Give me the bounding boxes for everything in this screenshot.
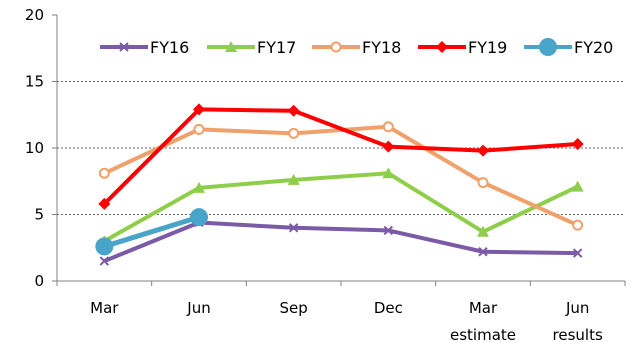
data-point (99, 256, 110, 266)
legend-label: FY17 (257, 38, 296, 57)
x-tick-label: Jun (186, 299, 210, 317)
series-fy19 (98, 103, 584, 210)
series-line (102, 107, 578, 206)
series-line (103, 220, 578, 263)
series-line (103, 171, 579, 243)
data-point (382, 140, 395, 153)
x-tick-label: Dec (374, 299, 403, 317)
data-point (382, 167, 395, 179)
x-tick-label: estimate (450, 326, 516, 342)
data-point (193, 123, 205, 135)
legend-swatch-marker (436, 41, 448, 53)
data-point (478, 247, 488, 257)
legend-label: FY18 (362, 38, 401, 57)
legend-swatch-marker (119, 42, 129, 52)
x-tick-label: results (553, 326, 603, 342)
data-point (572, 248, 583, 258)
legend-item-fy16: FY16 (100, 38, 189, 57)
data-point (190, 208, 208, 227)
legend-item-fy20: FY20 (524, 38, 613, 57)
legend-label: FY19 (468, 38, 507, 57)
data-point (287, 173, 300, 185)
legend-label: FY16 (150, 38, 189, 57)
y-tick-label: 15 (25, 73, 44, 91)
data-point (288, 223, 299, 233)
data-point (98, 197, 111, 210)
data-point (193, 103, 205, 116)
y-tick-label: 0 (34, 272, 44, 290)
legend: FY16 FY17 FY18 FY19 FY20 (100, 38, 613, 57)
data-point (98, 167, 110, 179)
x-tick-label: Mar (469, 299, 498, 317)
data-point (477, 177, 489, 189)
y-tick-label: 5 (34, 206, 44, 224)
data-point (477, 144, 489, 157)
y-tick-label: 20 (25, 6, 44, 24)
data-point (382, 121, 394, 133)
data-point (571, 138, 584, 151)
series-line (103, 214, 200, 249)
data-point (95, 237, 114, 256)
legend-swatch-marker (539, 38, 557, 56)
series-fy20 (95, 208, 208, 256)
legend-item-fy18: FY18 (312, 38, 401, 57)
data-point (477, 225, 489, 237)
data-point (288, 127, 300, 139)
legend-swatch-marker (225, 41, 237, 52)
data-point (383, 225, 394, 236)
x-tick-label: Mar (90, 299, 119, 317)
legend-item-fy17: FY17 (207, 38, 296, 57)
y-tick-label: 10 (25, 139, 44, 157)
data-point (193, 181, 205, 193)
data-point (571, 180, 584, 192)
legend-label: FY20 (574, 38, 613, 57)
data-point (287, 104, 300, 117)
series-fy16 (99, 217, 583, 266)
data-point (572, 219, 584, 231)
legend-item-fy19: FY19 (418, 38, 507, 57)
x-tick-label: Sep (280, 299, 308, 317)
legend-swatch-marker (330, 41, 342, 53)
x-tick-label: Jun (565, 299, 589, 317)
